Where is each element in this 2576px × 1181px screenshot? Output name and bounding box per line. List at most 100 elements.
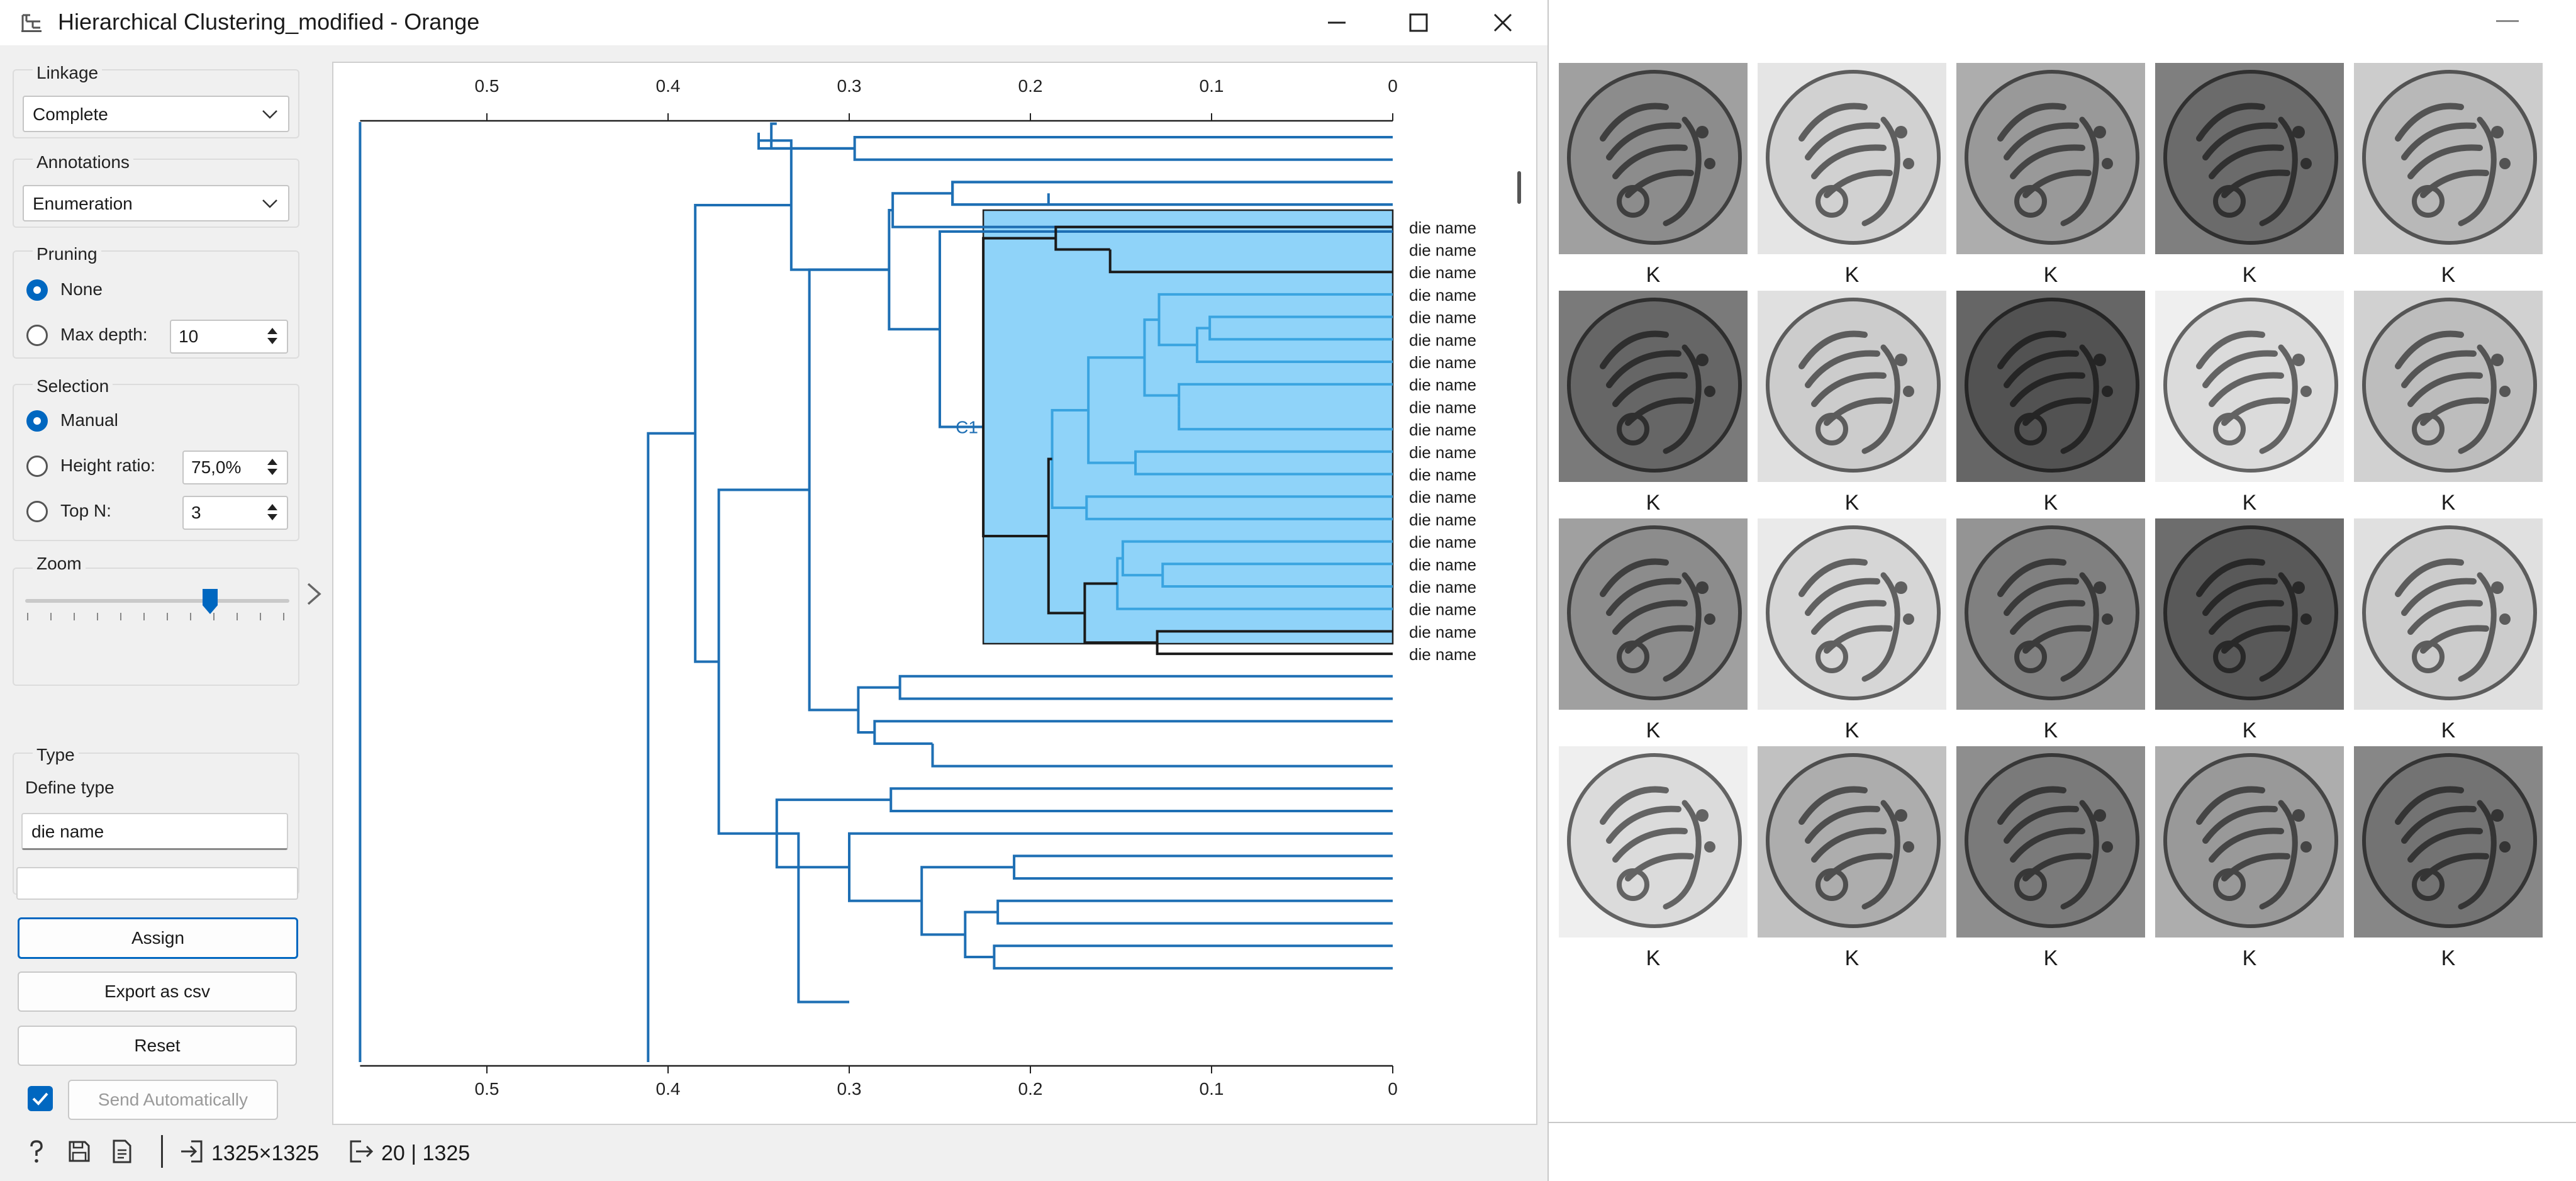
- selection-group: [13, 384, 299, 541]
- dendrogram-view[interactable]: C1 die name die name die name die name die na…: [332, 62, 1537, 1125]
- leaf-label: die name: [1409, 353, 1476, 372]
- coin-image-graphic: [2354, 291, 2543, 482]
- leaf-label: die name: [1409, 330, 1476, 349]
- leaf-label: die name: [1409, 578, 1476, 596]
- selection-top-n-radio[interactable]: [26, 501, 48, 522]
- dendrogram-branch: [1047, 193, 1393, 206]
- chevron-down-icon: [262, 110, 277, 119]
- collapse-panel-icon[interactable]: [304, 580, 323, 608]
- dendrogram-branch: [982, 237, 1056, 537]
- coin-image[interactable]: [1956, 746, 2145, 938]
- coin-image[interactable]: [1758, 63, 1946, 254]
- coin-image[interactable]: [1758, 518, 1946, 710]
- coin-image[interactable]: [2354, 291, 2543, 482]
- leaf-label: die name: [1409, 555, 1476, 574]
- assign-button[interactable]: Assign: [18, 917, 298, 959]
- zoom-slider-handle[interactable]: [203, 589, 218, 614]
- selection-height-ratio-radio[interactable]: [26, 456, 48, 477]
- coin-image[interactable]: [2155, 518, 2344, 710]
- define-type-value: die name: [31, 822, 104, 841]
- coin-image-label: K: [2441, 263, 2456, 287]
- leaf-label: die name: [1409, 263, 1476, 282]
- orange-widget-icon: [21, 14, 42, 32]
- height-ratio-label: Height ratio:: [60, 456, 155, 475]
- selected-cluster-region[interactable]: [982, 209, 1394, 645]
- dendrogram-branch: [694, 203, 791, 663]
- send-automatically-button[interactable]: Send Automatically: [68, 1080, 278, 1120]
- linkage-select[interactable]: Complete: [23, 96, 289, 132]
- coin-image-label: K: [2441, 719, 2456, 742]
- coin-image-label: K: [2043, 719, 2058, 742]
- coin-image-graphic: [1956, 746, 2145, 938]
- dendrogram-canvas[interactable]: C1 die name die name die name die name die na…: [333, 63, 1536, 1124]
- coin-image[interactable]: [1559, 63, 1748, 254]
- pruning-max-depth-radio[interactable]: [26, 325, 48, 346]
- save-icon[interactable]: [65, 1138, 93, 1165]
- bottom-axis-tick-label: 0: [1388, 1079, 1398, 1099]
- coin-image-graphic: [1559, 291, 1748, 482]
- top-n-spinbox[interactable]: 3: [182, 496, 288, 530]
- close-button[interactable]: [1468, 5, 1537, 40]
- maximize-button[interactable]: [1384, 5, 1453, 40]
- dendrogram-branch: [993, 944, 1393, 970]
- zoom-slider[interactable]: [19, 580, 296, 630]
- selection-label: Selection: [33, 376, 113, 396]
- leaf-label: die name: [1409, 600, 1476, 619]
- coin-image[interactable]: [2155, 746, 2344, 938]
- dendrogram-branch: [931, 743, 1393, 768]
- coin-image-label: K: [2043, 946, 2058, 970]
- coin-image[interactable]: [1956, 291, 2145, 482]
- annotations-select[interactable]: Enumeration: [23, 185, 289, 221]
- spin-arrows-icon: [267, 504, 277, 520]
- type-label: Type: [33, 745, 79, 765]
- dendrogram-branch: [759, 139, 889, 271]
- dendrogram-branch: [951, 181, 1393, 206]
- vertical-scrollbar[interactable]: [1517, 171, 1521, 204]
- coin-image[interactable]: [1758, 746, 1946, 938]
- coin-image[interactable]: [2354, 518, 2543, 710]
- coin-image[interactable]: [2155, 291, 2344, 482]
- leaf-label: die name: [1409, 286, 1476, 305]
- max-depth-spinbox[interactable]: 10: [170, 320, 288, 354]
- annotations-group: [13, 159, 299, 228]
- spin-arrows-icon: [267, 459, 277, 475]
- height-ratio-spinbox[interactable]: 75,0%: [182, 451, 288, 484]
- export-csv-button[interactable]: Export as csv: [18, 971, 297, 1012]
- bottom-axis-tick-label: 0.2: [1018, 1079, 1043, 1099]
- coin-image-graphic: [1559, 63, 1748, 254]
- report-icon[interactable]: [108, 1138, 136, 1165]
- pruning-none-radio[interactable]: [26, 279, 48, 301]
- define-type-input[interactable]: die name: [21, 813, 288, 850]
- coin-image[interactable]: [1758, 291, 1946, 482]
- coin-image[interactable]: [2354, 746, 2543, 938]
- coin-image-graphic: [1956, 518, 2145, 710]
- coin-image-label: K: [1646, 263, 1661, 287]
- window-title: Hierarchical Clustering_modified - Orang…: [58, 9, 480, 35]
- dendrogram-branch: [996, 899, 1393, 925]
- top-axis-tick-label: 0.2: [1018, 76, 1043, 96]
- minimize-icon[interactable]: [2496, 20, 2519, 22]
- coin-image[interactable]: [2354, 63, 2543, 254]
- leaf-label: die name: [1409, 488, 1476, 507]
- reset-button[interactable]: Reset: [18, 1026, 297, 1066]
- coin-image[interactable]: [1559, 518, 1748, 710]
- selection-manual-radio[interactable]: [26, 410, 48, 432]
- coin-image[interactable]: [1559, 291, 1748, 482]
- send-automatically-checkbox[interactable]: [28, 1086, 53, 1111]
- coin-image-label: K: [2441, 946, 2456, 970]
- image-viewer-window: K K K: [1549, 0, 2576, 1126]
- minimize-icon: [1328, 21, 1346, 24]
- top-axis-tick-label: 0.5: [475, 76, 499, 96]
- minimize-button[interactable]: [1302, 5, 1371, 40]
- coin-image[interactable]: [1956, 63, 2145, 254]
- coin-image[interactable]: [2155, 63, 2344, 254]
- coin-image[interactable]: [1559, 746, 1748, 938]
- help-icon[interactable]: [23, 1138, 50, 1165]
- coin-image-graphic: [2354, 518, 2543, 710]
- leaf-label: die name: [1409, 398, 1476, 417]
- coin-image-label: K: [1844, 946, 1860, 970]
- type-extra-input[interactable]: [16, 867, 298, 900]
- leaf-label: die name: [1409, 645, 1476, 664]
- coin-image[interactable]: [1956, 518, 2145, 710]
- coin-image-label: K: [1646, 946, 1661, 970]
